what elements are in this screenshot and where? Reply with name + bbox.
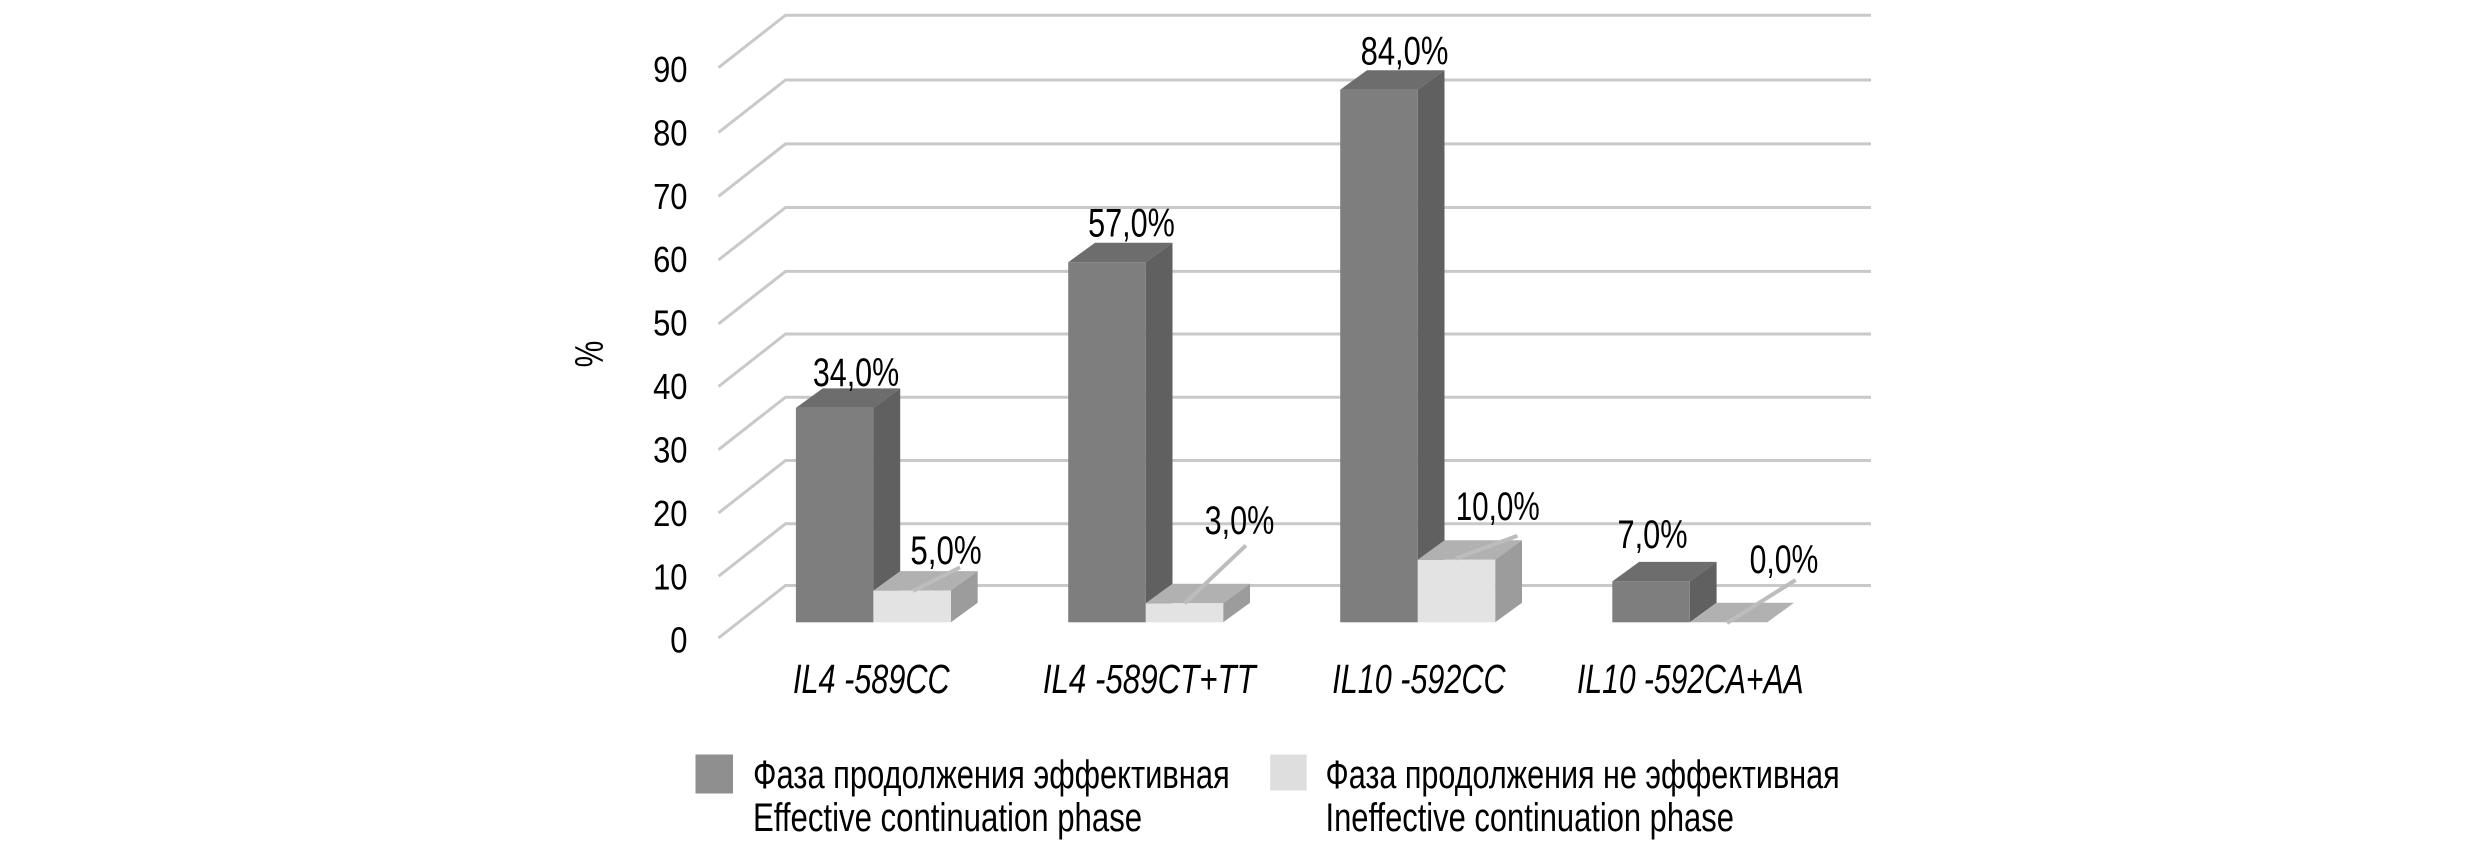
svg-text:10,0%: 10,0% <box>1456 485 1540 529</box>
svg-text:34,0%: 34,0% <box>813 350 899 395</box>
svg-text:IL10 -592CA+AA: IL10 -592CA+AA <box>1577 655 1804 702</box>
svg-text:10: 10 <box>653 558 687 598</box>
svg-text:30: 30 <box>653 431 687 471</box>
svg-text:0,0%: 0,0% <box>1750 537 1819 582</box>
svg-text:50: 50 <box>653 305 687 345</box>
svg-text:60: 60 <box>653 241 687 281</box>
svg-text:0: 0 <box>670 622 687 662</box>
svg-text:20: 20 <box>653 495 687 535</box>
svg-text:IL4 -589CC: IL4 -589CC <box>793 656 950 702</box>
svg-text:5,0%: 5,0% <box>910 528 981 573</box>
svg-text:Фаза продолжения эффективная: Фаза продолжения эффективная <box>753 752 1230 797</box>
svg-text:Ineffective continuation phase: Ineffective continuation phase <box>1326 795 1734 840</box>
svg-text:Effective continuation phase: Effective continuation phase <box>753 795 1142 840</box>
svg-text:57,0%: 57,0% <box>1088 201 1175 246</box>
svg-text:40: 40 <box>653 368 687 408</box>
svg-text:84,0%: 84,0% <box>1361 29 1449 74</box>
svg-text:%: % <box>568 341 612 368</box>
svg-text:7,0%: 7,0% <box>1617 512 1687 557</box>
svg-text:IL4 -589CT+TT: IL4 -589CT+TT <box>1043 656 1258 702</box>
svg-text:70: 70 <box>653 178 687 218</box>
svg-text:80: 80 <box>653 114 687 154</box>
svg-text:3,0%: 3,0% <box>1205 498 1275 543</box>
svg-text:IL10 -592CC: IL10 -592CC <box>1332 656 1506 702</box>
svg-text:90: 90 <box>653 51 687 91</box>
svg-text:Фаза продолжения не эффективна: Фаза продолжения не эффективная <box>1326 752 1840 797</box>
